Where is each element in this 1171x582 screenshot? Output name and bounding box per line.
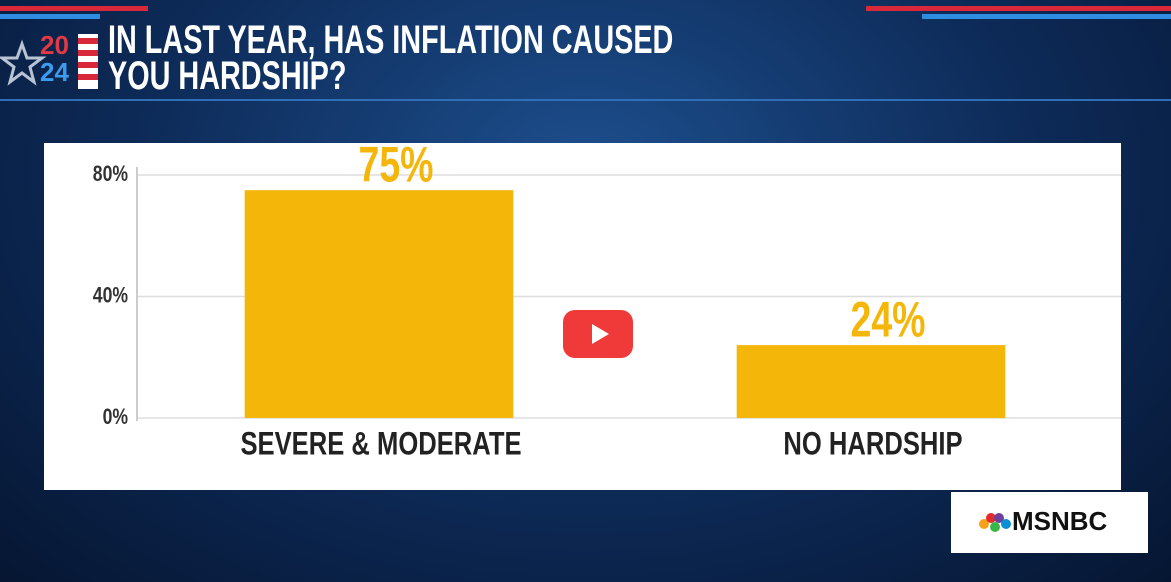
logo-year-top: 20 [40, 30, 69, 60]
logo-star [0, 39, 47, 86]
y-tick-label: 0% [103, 405, 129, 429]
top-stripe [866, 6, 1171, 11]
top-stripe [0, 6, 148, 11]
chart-title: IN LAST YEAR, HAS INFLATION CAUSED YOU H… [108, 18, 674, 98]
top-stripe [922, 14, 1171, 19]
value-label: 24% [850, 292, 925, 347]
logo-flag [78, 34, 98, 89]
play-button[interactable] [563, 310, 633, 358]
y-tick-label: 40% [93, 284, 128, 308]
y-tick-label: 80% [93, 162, 128, 186]
network-peacock [979, 513, 1011, 532]
bar [736, 345, 1006, 418]
logo-year-bottom: 24 [40, 57, 69, 87]
value-label: 75% [358, 137, 433, 192]
bar [244, 190, 514, 418]
x-tick-label: SEVERE & MODERATE [240, 427, 521, 462]
top-stripe [0, 14, 100, 19]
network-name: MSNBC [1012, 506, 1108, 536]
x-tick-label: NO HARDSHIP [783, 427, 962, 462]
